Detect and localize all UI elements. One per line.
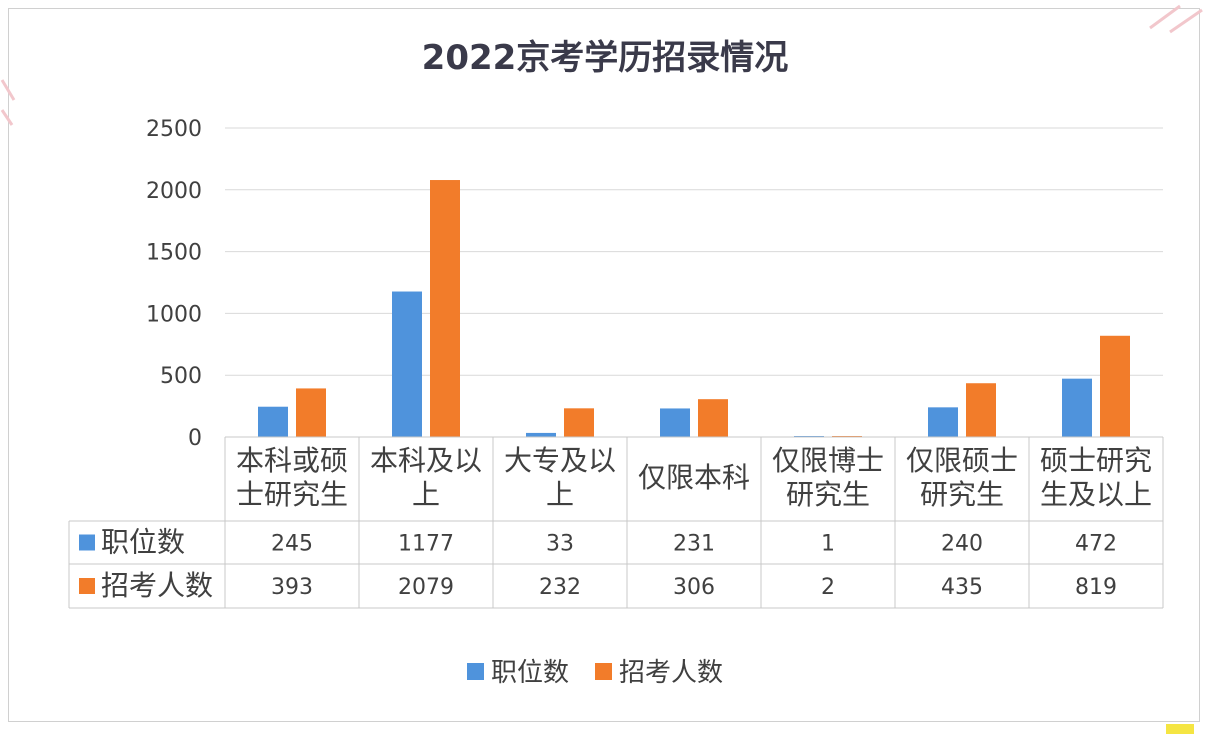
bar-positions	[526, 432, 556, 437]
corner-highlight	[1166, 724, 1194, 734]
category-label: 仅限硕士	[906, 444, 1018, 477]
table-legend-key	[79, 534, 95, 551]
table-cell: 2079	[398, 575, 454, 600]
category-label: 硕士研究	[1040, 444, 1152, 477]
category-label: 研究生	[920, 478, 1004, 511]
table-cell: 1177	[398, 532, 454, 557]
table-row-label: 招考人数	[101, 569, 213, 602]
bar-positions	[258, 406, 288, 437]
table-cell: 232	[539, 575, 581, 600]
table-cell: 33	[546, 532, 574, 557]
table-cell: 306	[673, 575, 715, 600]
bar-applicants	[698, 399, 728, 437]
category-label: 上	[546, 478, 574, 511]
bar-applicants	[296, 388, 326, 437]
y-tick-label: 0	[188, 426, 202, 451]
category-label: 本科及以	[370, 444, 482, 477]
bar-positions	[928, 407, 958, 437]
category-label: 士研究生	[236, 478, 348, 511]
category-label: 本科或硕	[236, 444, 348, 477]
table-cell: 2	[821, 575, 835, 600]
y-tick-label: 2500	[146, 117, 202, 142]
bar-applicants	[966, 383, 996, 437]
background-decoration	[1149, 4, 1203, 34]
y-tick-label: 1000	[146, 302, 202, 327]
table-legend-key	[79, 578, 95, 594]
bar-applicants	[564, 408, 594, 437]
category-label: 仅限博士	[772, 444, 884, 477]
legend-label: 职位数	[491, 658, 569, 688]
chart-frame: 2022京考学历招录情况 0 500 1000 1500 2000 2500 本科或硕 士研…	[8, 8, 1200, 722]
category-label: 研究生	[786, 478, 870, 511]
bar-positions	[392, 291, 422, 437]
bar-chart: 2022京考学历招录情况 0 500 1000 1500 2000 2500 本科或硕士研…	[68, 38, 1164, 688]
category-label: 大专及以	[504, 444, 616, 477]
category-label: 上	[412, 478, 440, 511]
bar-positions	[660, 408, 690, 437]
y-tick-label: 500	[160, 364, 202, 389]
background-decoration	[0, 79, 16, 126]
table-cell: 819	[1075, 575, 1117, 600]
legend-swatch	[467, 663, 484, 680]
y-tick-label: 2000	[146, 179, 202, 204]
table-cell: 245	[271, 532, 313, 557]
chart-title: 2022京考学历招录情况	[422, 38, 789, 78]
y-tick-label: 1500	[146, 241, 202, 266]
table-cell: 472	[1075, 532, 1117, 557]
table-cell: 231	[673, 532, 715, 557]
legend-swatch	[595, 663, 612, 680]
legend-label: 招考人数	[619, 658, 723, 688]
table-row-label: 职位数	[101, 526, 185, 559]
table-cell: 1	[821, 532, 835, 557]
category-label: 生及以上	[1040, 478, 1152, 511]
table-cell: 435	[941, 575, 983, 600]
bar-applicants	[1100, 335, 1130, 437]
bar-positions	[1062, 378, 1092, 437]
bar-applicants	[430, 180, 460, 438]
category-label: 仅限本科	[638, 461, 750, 494]
table-cell: 240	[941, 532, 983, 557]
table-cell: 393	[271, 575, 313, 600]
